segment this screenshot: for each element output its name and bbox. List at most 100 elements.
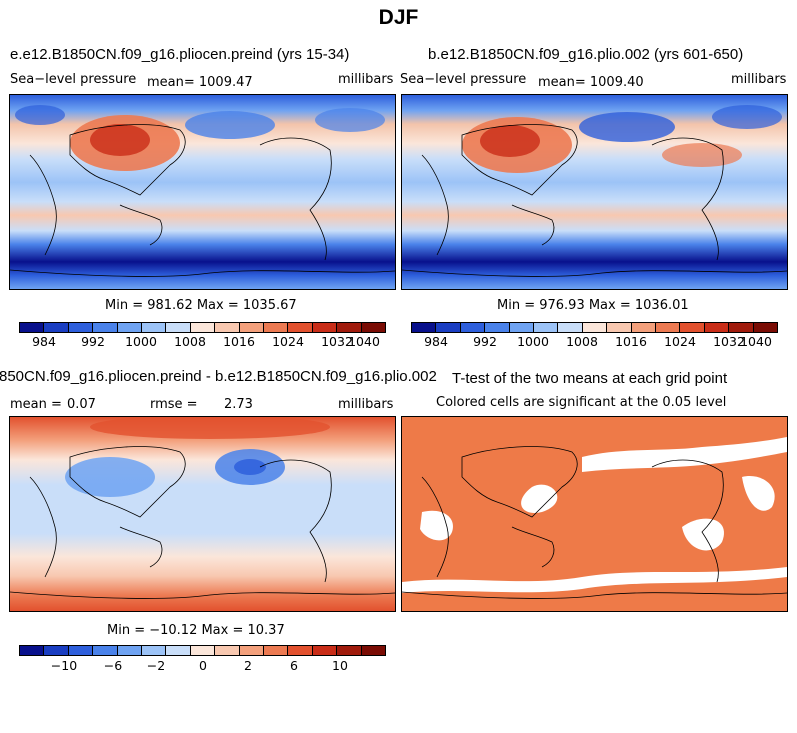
color-swatch xyxy=(680,323,705,332)
color-swatch xyxy=(20,646,45,655)
color-swatch xyxy=(509,323,535,332)
color-swatch xyxy=(215,646,240,655)
color-swatch xyxy=(93,646,118,655)
color-swatch xyxy=(93,323,118,332)
colorbar-tick: 1000 xyxy=(517,334,549,349)
colorbar-tick: 992 xyxy=(81,334,105,349)
color-swatch xyxy=(142,646,167,655)
slp-map-control-svg xyxy=(10,95,395,289)
units-label-plio: millibars xyxy=(731,72,787,87)
color-swatch xyxy=(460,323,486,332)
color-swatch xyxy=(361,323,386,332)
colorbar-plio xyxy=(411,322,778,333)
color-swatch xyxy=(607,323,632,332)
variable-label-plio: Sea−level pressure xyxy=(400,72,527,87)
color-swatch xyxy=(166,646,191,655)
color-swatch xyxy=(68,323,94,332)
ttest-map-svg xyxy=(402,417,787,611)
color-swatch xyxy=(288,646,313,655)
colorbar-diff xyxy=(19,645,386,656)
diff-negative-asia xyxy=(65,457,155,497)
diff-mean-value: 0.07 xyxy=(67,397,96,412)
diff-mean-label: mean = xyxy=(10,397,62,412)
colorbar-tick: 1024 xyxy=(272,334,304,349)
color-swatch xyxy=(656,323,681,332)
units-label-control: millibars xyxy=(338,72,394,87)
icelandic-low xyxy=(712,105,782,129)
icelandic-low xyxy=(315,108,385,132)
color-swatch xyxy=(44,323,69,332)
colorbar-tick: 1040 xyxy=(740,334,772,349)
color-swatch xyxy=(337,646,362,655)
color-swatch xyxy=(288,323,313,332)
color-swatch xyxy=(215,323,240,332)
panel-title-plio: b.e12.B1850CN.f09_g16.plio.002 (yrs 601-… xyxy=(428,46,744,63)
color-swatch xyxy=(312,646,338,655)
color-swatch xyxy=(239,646,265,655)
colorbar-tick: 1000 xyxy=(125,334,157,349)
colorbar-tick: 1008 xyxy=(566,334,598,349)
color-swatch xyxy=(117,323,143,332)
color-swatch xyxy=(264,646,289,655)
color-swatch xyxy=(631,323,657,332)
diff-positive-arctic xyxy=(90,417,330,439)
color-swatch xyxy=(436,323,461,332)
insignificant-band-south xyxy=(402,567,787,593)
color-swatch xyxy=(68,646,94,655)
color-swatch xyxy=(117,646,143,655)
colorbar-tick: 984 xyxy=(32,334,56,349)
coastlines xyxy=(10,124,395,277)
colorbar-tick: 1032 xyxy=(321,334,353,349)
diff-rmse-label: rmse = xyxy=(150,397,198,412)
color-swatch xyxy=(729,323,754,332)
variable-label-control: Sea−level pressure xyxy=(10,72,137,87)
azores-high xyxy=(662,143,742,167)
siberian-high-core xyxy=(90,124,150,156)
panel-title-ttest: T-test of the two means at each grid poi… xyxy=(452,370,728,387)
coastlines xyxy=(402,124,787,277)
coastlines xyxy=(402,446,787,599)
color-swatch xyxy=(239,323,265,332)
insignificant-band-north xyxy=(582,437,787,472)
colorbar-tick: 1016 xyxy=(615,334,647,349)
colorbar-tick: −6 xyxy=(103,658,123,673)
minmax-plio: Min = 976.93 Max = 1036.01 xyxy=(497,298,689,313)
color-swatch xyxy=(166,323,191,332)
siberian-high-core xyxy=(480,125,540,157)
page-title: DJF xyxy=(378,6,419,29)
insignificant-patch xyxy=(682,518,724,551)
colorbar-tick: 10 xyxy=(332,658,348,673)
colorbar-tick: 1024 xyxy=(664,334,696,349)
insignificant-patch xyxy=(742,476,775,511)
colorbar-tick: 1008 xyxy=(174,334,206,349)
ttest-subtitle: Colored cells are significant at the 0.0… xyxy=(436,395,727,410)
slp-diff-map xyxy=(9,416,396,612)
diff-title-clip: 850CN.f09_g16.pliocen.preind - b.e12.B18… xyxy=(0,368,456,390)
aleutian-low xyxy=(579,112,675,142)
color-swatch xyxy=(20,323,45,332)
color-swatch xyxy=(44,646,69,655)
color-swatch xyxy=(142,323,167,332)
slp-map-control xyxy=(9,94,396,290)
diff-rmse-value: 2.73 xyxy=(224,397,253,412)
colorbar-tick: 1016 xyxy=(223,334,255,349)
color-swatch xyxy=(704,323,730,332)
color-swatch xyxy=(582,323,608,332)
colorbar-tick: 1040 xyxy=(348,334,380,349)
color-swatch xyxy=(753,323,778,332)
color-swatch xyxy=(312,323,338,332)
slp-map-plio-svg xyxy=(402,95,787,289)
colorbar-tick: 2 xyxy=(244,658,252,673)
color-swatch xyxy=(190,323,216,332)
insignificant-patch xyxy=(521,484,558,513)
diff-negative-core xyxy=(234,459,266,475)
minmax-control: Min = 981.62 Max = 1035.67 xyxy=(105,298,297,313)
minmax-diff: Min = −10.12 Max = 10.37 xyxy=(107,623,285,638)
colorbar-tick: 0 xyxy=(199,658,207,673)
color-swatch xyxy=(412,323,437,332)
color-swatch xyxy=(264,323,289,332)
colorbar-tick: −10 xyxy=(50,658,78,673)
atlantic-low xyxy=(15,105,65,125)
color-swatch xyxy=(337,323,362,332)
colorbar-tick: 984 xyxy=(424,334,448,349)
